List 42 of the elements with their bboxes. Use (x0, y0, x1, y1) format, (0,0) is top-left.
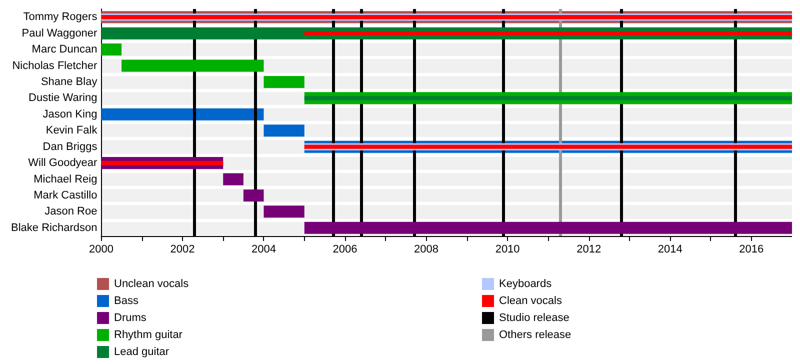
legend-label: Studio release (499, 312, 570, 324)
bar (101, 44, 122, 56)
y-tick-label: Michael Reig (34, 173, 98, 186)
bar (304, 31, 792, 36)
y-tick-label: Mark Castillo (34, 189, 98, 202)
x-tick-label: 2012 (576, 244, 602, 256)
x-tick-label: 2010 (495, 244, 520, 256)
x-tick-label: 2014 (658, 244, 682, 256)
legend-label: Drums (114, 312, 147, 324)
x-tick-label: 2008 (414, 244, 439, 256)
y-tick-label: Tommy Rogers (23, 11, 98, 24)
y-tick-label: Paul Waggoner (22, 27, 98, 40)
y-tick-label: Dustie Waring (28, 92, 98, 104)
legend-label: Keyboards (499, 278, 552, 290)
bar (243, 189, 264, 202)
y-tick-label: Shane Blay (40, 76, 98, 88)
legend-label: Unclean vocals (114, 278, 190, 290)
bar (122, 60, 264, 72)
legend-label: Bass (114, 295, 139, 307)
bar (264, 76, 304, 88)
y-tick-label: Jason Roe (44, 206, 98, 218)
y-tick-label: Blake Richardson (10, 222, 98, 234)
bar (264, 124, 304, 137)
legend-label: Rhythm guitar (114, 329, 183, 341)
bar (223, 173, 244, 186)
bar (101, 160, 224, 166)
x-tick-label: 2016 (739, 244, 764, 256)
x-tick-label: 2002 (170, 244, 195, 256)
x-tick-label: 2004 (252, 244, 276, 256)
legend-label: Clean vocals (499, 295, 562, 307)
y-tick-label: Dan Briggs (42, 140, 98, 153)
y-tick-label: Jason King (42, 108, 98, 120)
y-tick-label: Will Goodyear (28, 157, 98, 170)
y-tick-label: Nicholas Fletcher (12, 60, 98, 72)
bar (264, 206, 304, 218)
x-tick-label: 2006 (332, 244, 358, 256)
bar (101, 108, 264, 120)
legend-label: Others release (499, 329, 572, 341)
y-tick-label: Marc Duncan (32, 44, 98, 56)
x-tick-label: 2000 (88, 244, 114, 256)
legend-label: Lead guitar (114, 346, 170, 358)
y-tick-label: Kevin Falk (46, 124, 98, 137)
